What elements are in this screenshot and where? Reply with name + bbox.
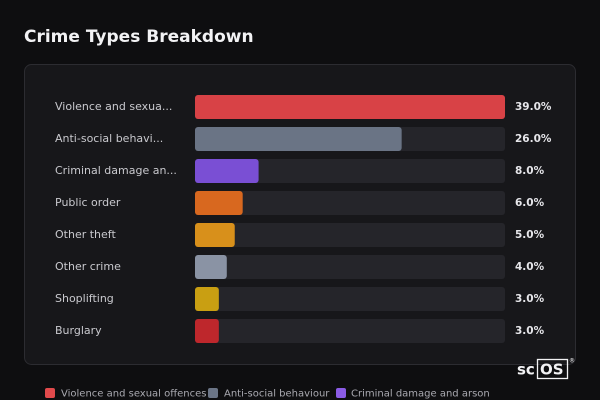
- chart-title: Crime Types Breakdown: [24, 27, 254, 47]
- value-label: 4.0%: [515, 261, 545, 273]
- bar-track: [195, 255, 505, 279]
- legend-label: Anti-social behaviour: [224, 389, 330, 400]
- value-label: 8.0%: [515, 165, 545, 177]
- value-label: 26.0%: [515, 133, 552, 145]
- legend-swatch: [336, 388, 346, 398]
- bar-track: [195, 223, 505, 247]
- bar-track: [195, 319, 505, 343]
- logo-box: [536, 358, 569, 380]
- logo-prefix: sc: [517, 361, 535, 379]
- bar: [195, 223, 235, 247]
- bar: [195, 319, 219, 343]
- value-label: 39.0%: [515, 101, 552, 113]
- category-label: Other crime: [55, 260, 121, 273]
- logo-mark: ®: [569, 358, 575, 365]
- bar-track: [195, 159, 505, 183]
- legend-label: Violence and sexual offences: [61, 389, 207, 400]
- bar: [195, 127, 402, 151]
- bar-track: [195, 287, 505, 311]
- legend-swatch: [208, 388, 218, 398]
- category-label: Anti-social behavi...: [55, 132, 163, 145]
- bar: [195, 159, 259, 183]
- legend-label: Criminal damage and arson: [351, 389, 490, 400]
- category-label: Shoplifting: [55, 292, 114, 305]
- value-label: 5.0%: [515, 229, 545, 241]
- bar-track: [195, 191, 505, 215]
- bar: [195, 255, 227, 279]
- category-label: Public order: [55, 196, 121, 209]
- bar: [195, 287, 219, 311]
- logo-boxed: OS: [540, 361, 564, 379]
- category-label: Other theft: [55, 228, 116, 241]
- category-label: Violence and sexua...: [55, 100, 172, 113]
- value-label: 3.0%: [515, 325, 545, 337]
- category-label: Criminal damage an...: [55, 164, 177, 177]
- legend-swatch: [45, 388, 55, 398]
- value-label: 6.0%: [515, 197, 545, 209]
- logo: sc OS ®: [517, 358, 575, 380]
- bar: [195, 95, 505, 119]
- category-label: Burglary: [55, 324, 102, 337]
- bar: [195, 191, 243, 215]
- value-label: 3.0%: [515, 293, 545, 305]
